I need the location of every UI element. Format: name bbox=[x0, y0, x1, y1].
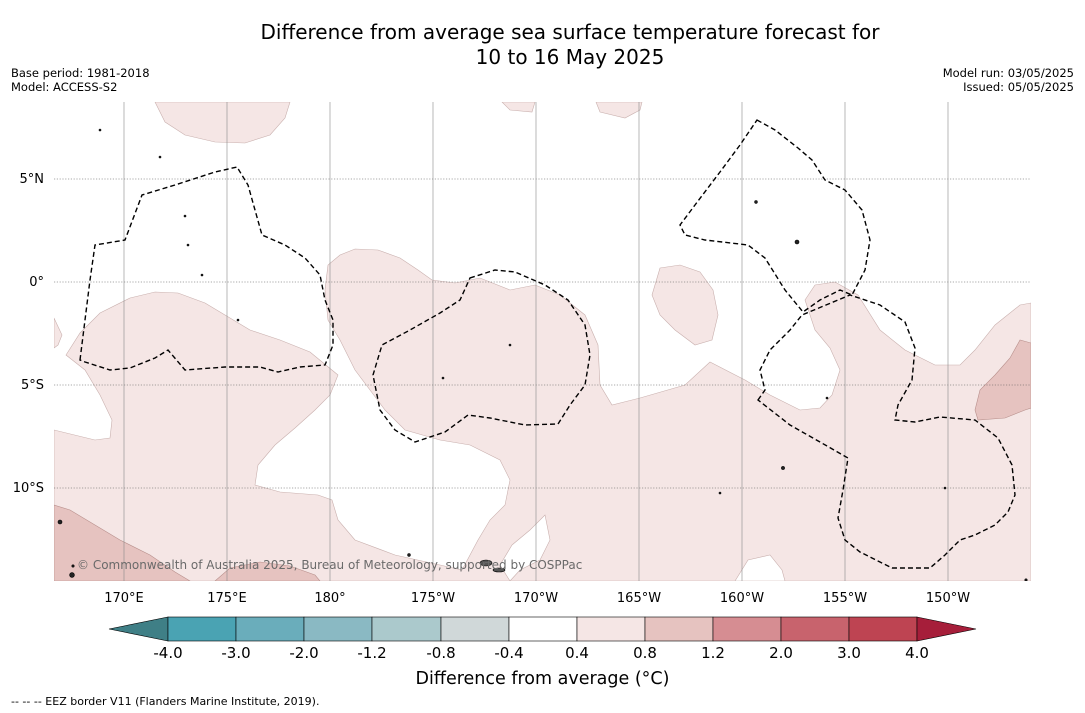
eez-border-northeast bbox=[679, 119, 871, 313]
anomaly-hole-south bbox=[499, 514, 551, 581]
lon-label-175e: 175°E bbox=[207, 591, 247, 606]
islands bbox=[57, 128, 1028, 581]
cb-tick-5: -0.8 bbox=[426, 644, 455, 662]
lon-label-150w: 150°W bbox=[926, 591, 970, 606]
colorbar-bin-8 bbox=[644, 616, 714, 642]
lon-label-170w: 170°W bbox=[514, 591, 558, 606]
eez-borders bbox=[79, 119, 1016, 569]
anomaly-region-medium-south bbox=[214, 561, 321, 581]
lon-label-165w: 165°W bbox=[617, 591, 661, 606]
colorbar-bin-7 bbox=[576, 616, 646, 642]
model-name: Model: ACCESS-S2 bbox=[11, 80, 118, 94]
anomaly-hole-east bbox=[734, 554, 786, 581]
cb-tick-2: -3.0 bbox=[221, 644, 250, 662]
meridians bbox=[123, 102, 949, 581]
colorbar-bin-11 bbox=[848, 616, 918, 642]
colorbar-bin-4 bbox=[371, 616, 442, 642]
cb-tick-1: -4.0 bbox=[153, 644, 182, 662]
cb-tick-12: 4.0 bbox=[905, 644, 929, 662]
colorbar-extend-high bbox=[916, 616, 977, 642]
colorbar-bin-3 bbox=[303, 616, 373, 642]
colorbar-ticks: -4.0 -3.0 -2.0 -1.2 -0.8 -0.4 0.4 0.8 1.… bbox=[153, 644, 929, 662]
anomaly-region-west-edge bbox=[54, 317, 63, 349]
cb-tick-9: 1.2 bbox=[701, 644, 725, 662]
anomaly-region-isolated bbox=[651, 264, 719, 346]
cb-tick-6: -0.4 bbox=[494, 644, 523, 662]
cb-tick-3: -2.0 bbox=[289, 644, 318, 662]
lat-label-10s: 10°S bbox=[13, 481, 44, 496]
lat-label-0: 0° bbox=[29, 275, 44, 290]
cb-tick-10: 2.0 bbox=[769, 644, 793, 662]
lon-label-160w: 160°W bbox=[720, 591, 764, 606]
eez-border-west bbox=[79, 166, 334, 373]
eez-border-central bbox=[372, 269, 591, 443]
title-line-2: 10 to 16 May 2025 bbox=[475, 45, 665, 69]
eez-legend-footer: -- -- -- EEZ border V11 (Flanders Marine… bbox=[11, 695, 320, 708]
lat-label-5n: 5°N bbox=[20, 172, 45, 187]
lon-label-155w: 155°W bbox=[823, 591, 867, 606]
colorbar-bin-10 bbox=[780, 616, 850, 642]
base-period: Base period: 1981-2018 bbox=[11, 66, 150, 80]
anomaly-region-north-3 bbox=[595, 102, 643, 119]
lat-labels: 5°N 0° 5°S 10°S bbox=[13, 172, 44, 496]
chart-title: Difference from average sea surface temp… bbox=[0, 20, 1085, 70]
anomaly-region-warm-main bbox=[54, 248, 1031, 581]
colorbar-title: Difference from average (°C) bbox=[415, 669, 670, 689]
lon-label-170e: 170°E bbox=[104, 591, 144, 606]
title-line-1: Difference from average sea surface temp… bbox=[260, 20, 880, 44]
colorbar-bin-5 bbox=[440, 616, 510, 642]
cb-tick-8: 0.8 bbox=[633, 644, 657, 662]
anomaly-region-north-2 bbox=[501, 102, 536, 113]
colorbar-bin-1 bbox=[167, 616, 237, 642]
meta-left: Base period: 1981-2018 Model: ACCESS-S2 bbox=[11, 66, 150, 94]
graticule bbox=[54, 178, 1031, 489]
copyright-notice: © Commonwealth of Australia 2025, Bureau… bbox=[77, 558, 583, 572]
colorbar-bin-6 bbox=[508, 616, 578, 642]
eez-border-east bbox=[757, 294, 1016, 569]
cb-tick-7: 0.4 bbox=[565, 644, 589, 662]
cb-tick-4: -1.2 bbox=[357, 644, 386, 662]
issued-date: Issued: 05/05/2025 bbox=[963, 80, 1074, 94]
map-area bbox=[54, 102, 1031, 581]
colorbar-bin-2 bbox=[235, 616, 305, 642]
cb-tick-11: 3.0 bbox=[837, 644, 861, 662]
lon-labels: 170°E 175°E 180° 175°W 170°W 165°W 160°W… bbox=[104, 591, 970, 606]
anomaly-region-north-1 bbox=[154, 102, 291, 144]
lat-label-5s: 5°S bbox=[21, 378, 44, 393]
model-run: Model run: 03/05/2025 bbox=[942, 66, 1074, 80]
colorbar-extend-low bbox=[108, 616, 169, 642]
colorbar-bin-9 bbox=[712, 616, 782, 642]
lon-label-175w: 175°W bbox=[411, 591, 455, 606]
lon-label-180: 180° bbox=[314, 591, 345, 606]
anomaly-region-medium-east bbox=[974, 339, 1031, 421]
colorbar bbox=[108, 616, 977, 642]
meta-right: Model run: 03/05/2025 Issued: 05/05/2025 bbox=[943, 66, 1074, 94]
anomaly-region-medium-southwest bbox=[54, 504, 191, 581]
